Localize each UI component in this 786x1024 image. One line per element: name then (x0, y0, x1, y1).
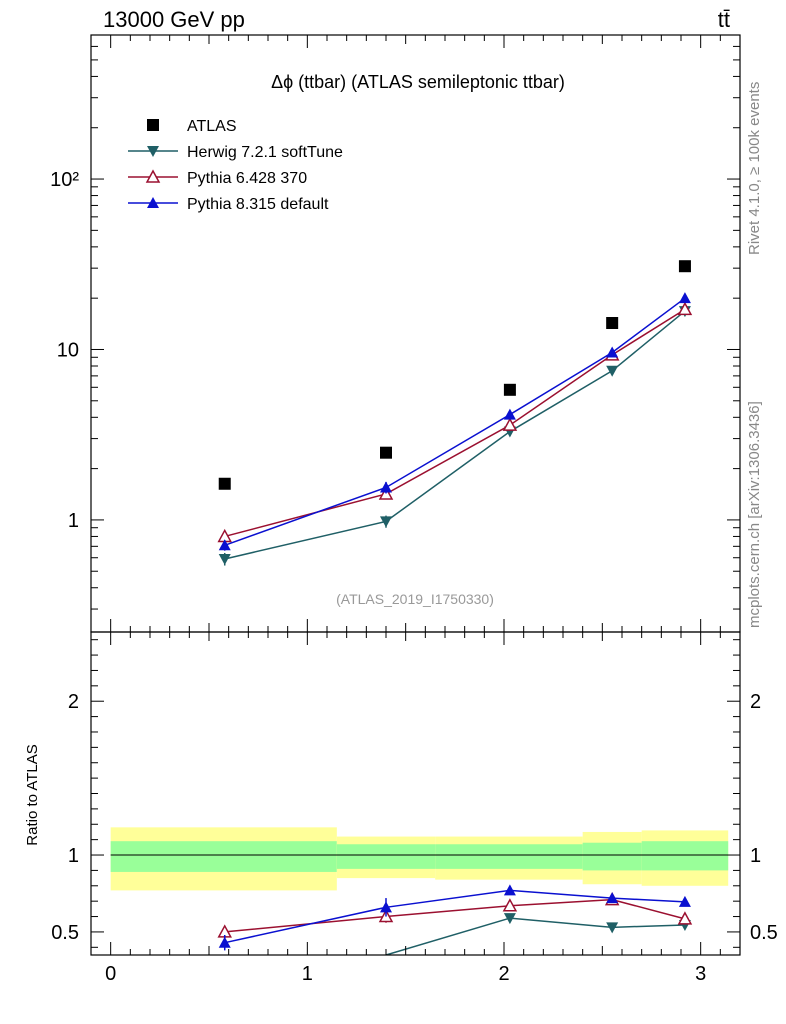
y-tick-label: 10² (50, 169, 79, 191)
data-point (678, 292, 691, 304)
ratio-point (218, 936, 231, 948)
header-left: 13000 GeV pp (103, 7, 245, 32)
series-line (224, 310, 686, 560)
ratio-series-pythia-6-428-370 (217, 892, 693, 939)
ratio-point (502, 898, 518, 912)
x-tick-label: 2 (498, 963, 509, 985)
analysis-label: (ATLAS_2019_I1750330) (336, 591, 494, 607)
ratio-point (678, 895, 691, 907)
legend-label: ATLAS (187, 118, 237, 135)
ratio-series-herwig-7-2-1-softtune (385, 913, 691, 955)
uncertainty-band-inner (582, 842, 642, 871)
legend-label: Pythia 6.428 370 (187, 170, 307, 187)
data-point (218, 477, 231, 490)
data-point (503, 383, 516, 396)
data-point (606, 365, 619, 377)
series-atlas (218, 260, 691, 490)
ratio-panel: 0.5 0.5 1 1 2 2 0 1 2 3 (51, 631, 778, 985)
legend-marker (147, 197, 159, 208)
ratio-y-label-right: 2 (750, 691, 761, 713)
legend: ATLAS Herwig 7.2.1 softTune Pythia 6.428 3… (128, 118, 343, 213)
ratio-point (677, 911, 693, 925)
series-herwig-7-2-1-softtune (218, 306, 691, 566)
series-line (224, 308, 686, 538)
data-point (378, 486, 394, 500)
uncertainty-band-inner (336, 844, 436, 869)
data-point (677, 301, 693, 316)
uncertainty-band-inner (641, 841, 729, 871)
ratio-y-label-left: 0.5 (51, 922, 79, 944)
data-point (218, 553, 231, 565)
legend-marker (145, 169, 161, 183)
x-tick-label: 0 (105, 963, 116, 985)
ratio-point (606, 922, 619, 934)
data-point (606, 346, 619, 358)
y-tick-label: 1 (68, 510, 79, 532)
upper-panel: 1 10 10² (50, 34, 741, 633)
ratio-series-pythia-8-315-default (218, 884, 691, 951)
x-tick-label: 3 (695, 963, 706, 985)
legend-marker (147, 119, 159, 131)
x-tick-label: 1 (302, 963, 313, 985)
uncertainty-band-inner (110, 841, 337, 872)
data-point (503, 408, 516, 420)
header-right: tt̄ (718, 7, 730, 32)
legend-label: Pythia 8.315 default (187, 196, 329, 213)
data-point (678, 260, 691, 273)
ratio-frame (90, 631, 741, 956)
main-title: Δϕ (ttbar) (ATLAS semileptonic ttbar) (271, 72, 565, 92)
data-point (502, 417, 518, 431)
data-point (380, 446, 392, 459)
ratio-point (606, 892, 619, 904)
mcplots-label: mcplots.cern.ch [arXiv:1306.3436] (746, 401, 763, 628)
ratio-content (110, 827, 729, 955)
data-point (380, 481, 392, 493)
ratio-y-label-left: 1 (68, 845, 79, 867)
ratio-ylabel: Ratio to ATLAS (24, 744, 41, 845)
ratio-line (385, 917, 685, 955)
data-point (380, 516, 392, 528)
data-point (218, 539, 231, 551)
series-line (224, 297, 686, 546)
series-pythia-8-315-default (218, 292, 691, 551)
legend-marker (147, 146, 159, 157)
ratio-y-label-right: 0.5 (750, 922, 778, 944)
series-pythia-6-428-370 (217, 301, 693, 543)
ratio-point (380, 901, 392, 913)
data-point (606, 317, 619, 330)
uncertainty-band-inner (435, 844, 583, 869)
ratio-y-label-right: 1 (750, 845, 761, 867)
rivet-label: Rivet 4.1.0, ≥ 100k events (746, 82, 763, 255)
y-tick-label: 10 (57, 339, 79, 361)
ratio-point (503, 884, 516, 896)
ratio-y-label-left: 2 (68, 691, 79, 713)
ratio-point (503, 913, 516, 925)
legend-label: Herwig 7.2.1 softTune (187, 144, 343, 161)
